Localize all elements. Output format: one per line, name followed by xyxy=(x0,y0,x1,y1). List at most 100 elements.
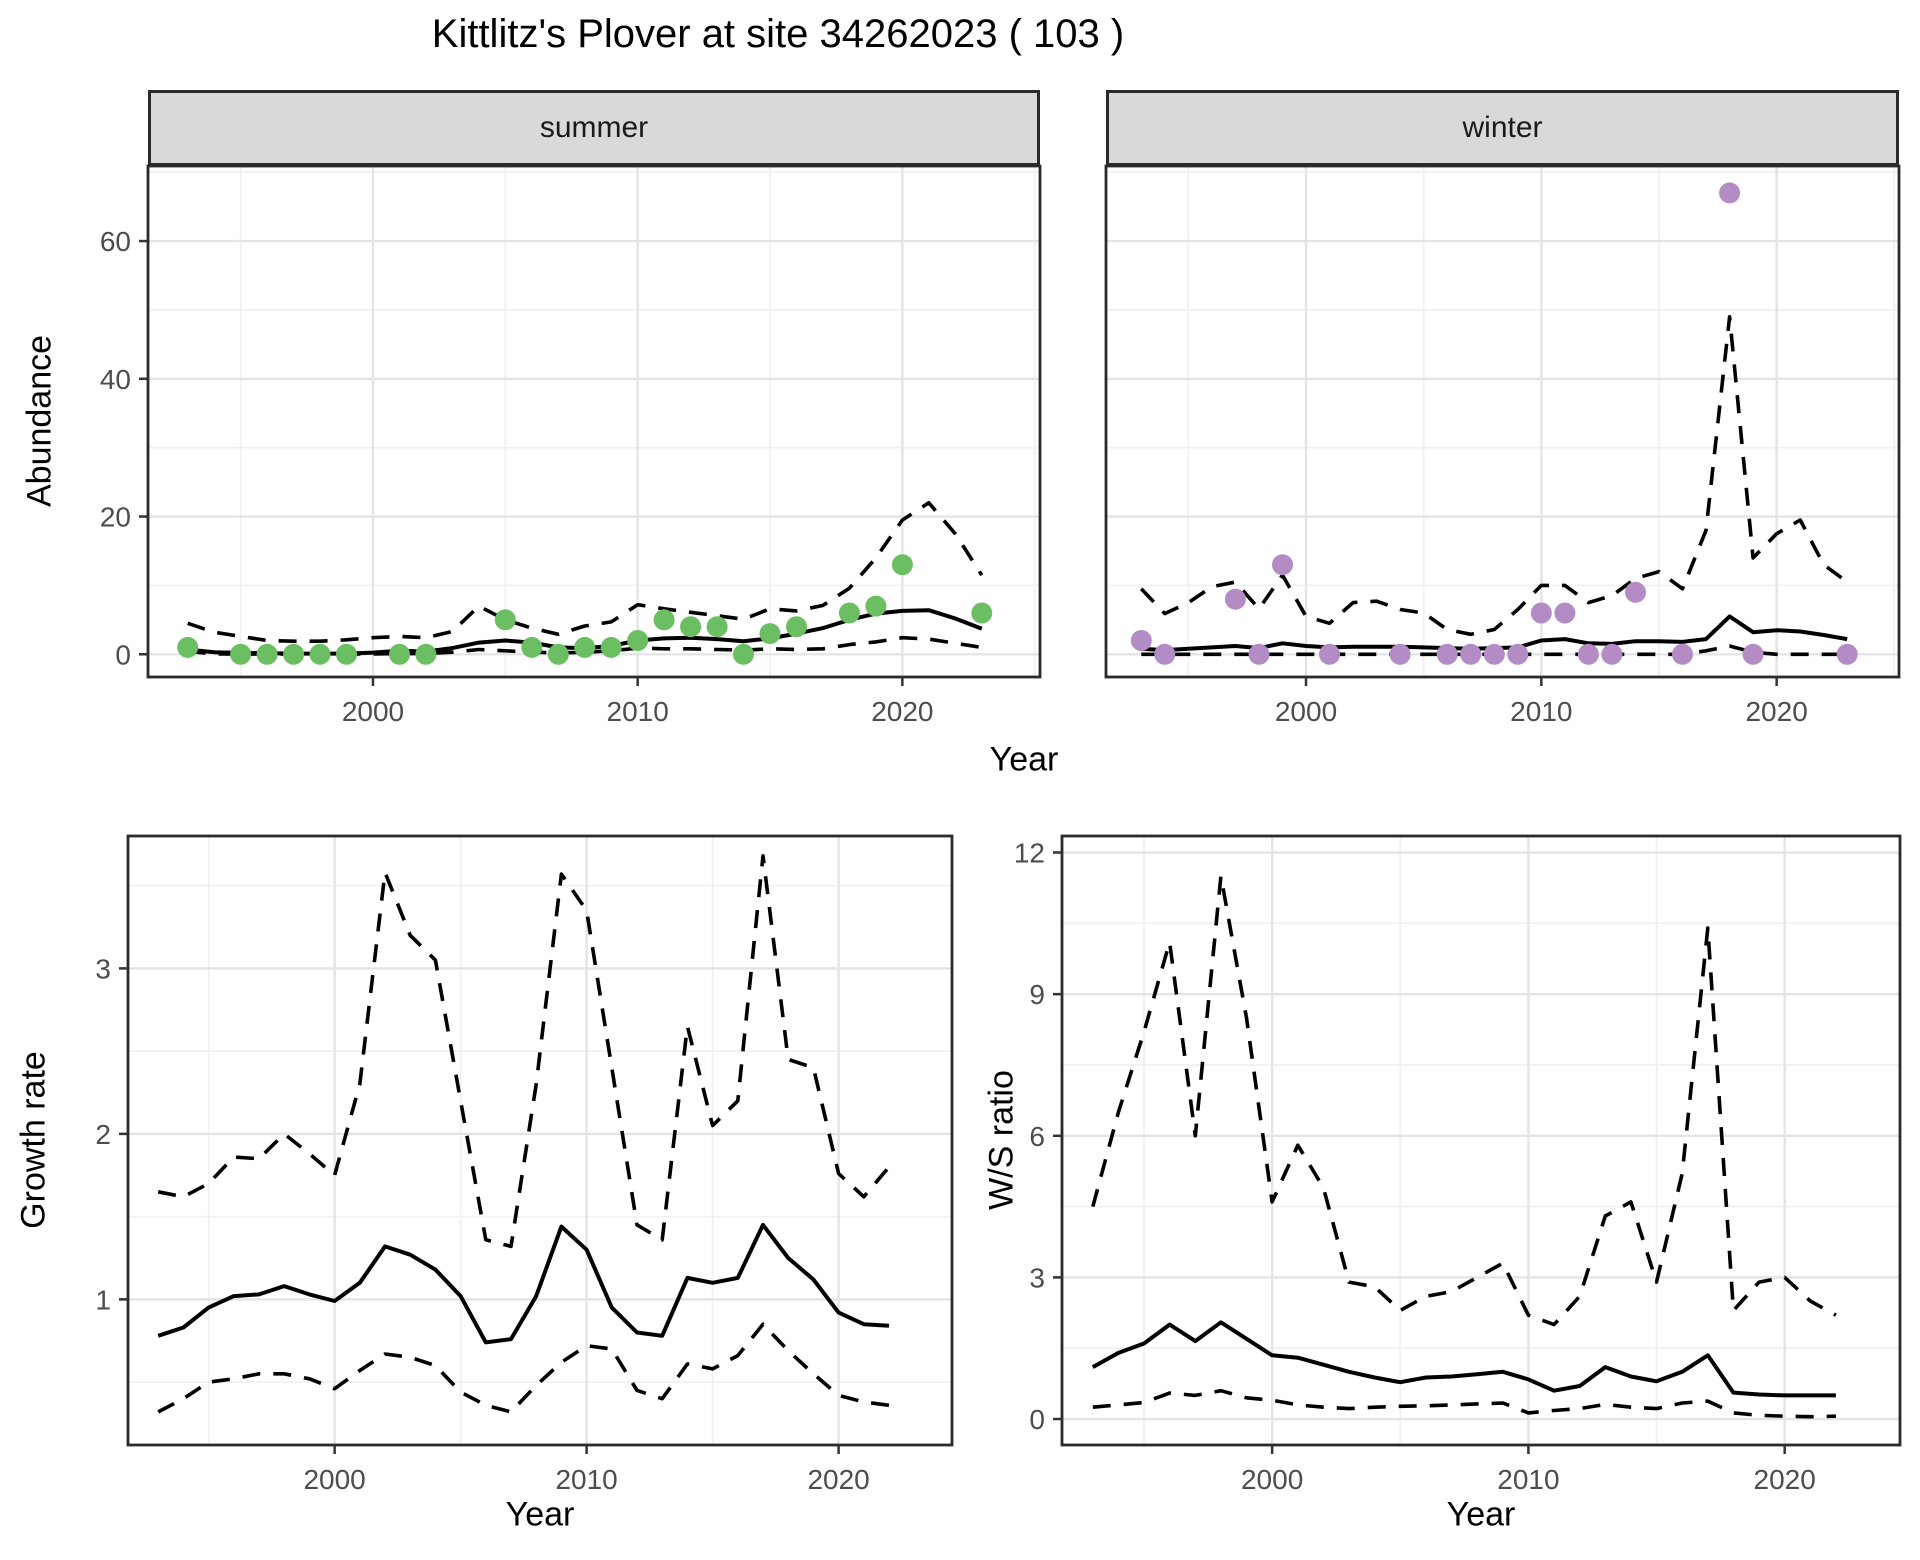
y-tick-label: 6 xyxy=(1029,1121,1045,1152)
data-point xyxy=(1483,643,1505,665)
panel-border xyxy=(1104,164,1901,679)
panel-border xyxy=(146,164,1042,679)
data-point xyxy=(1319,643,1340,665)
upper-ci-line xyxy=(1139,315,1849,637)
x-tick-label: 2020 xyxy=(1754,1464,1816,1495)
y-tick-label: 0 xyxy=(115,639,131,670)
y-tick-label: 60 xyxy=(100,226,131,257)
x-tick-label: 2010 xyxy=(555,1464,617,1495)
data-point xyxy=(1554,602,1576,624)
y-tick-label: 12 xyxy=(1014,838,1045,869)
facet-strip-summer-label: summer xyxy=(539,111,649,144)
x-tick-label: 2020 xyxy=(807,1464,869,1495)
data-point xyxy=(1577,643,1599,665)
data-point xyxy=(177,636,199,658)
gridlines-minor xyxy=(1062,836,1900,1445)
data-point xyxy=(230,643,252,665)
gridlines-minor xyxy=(148,166,1040,677)
axis-ticks: 2000 2010 2020 0 3 6 9 12 xyxy=(1014,838,1816,1495)
gridlines-minor xyxy=(128,836,952,1445)
data-point xyxy=(1248,643,1270,665)
y-tick-label: 1 xyxy=(95,1284,111,1315)
observation-points xyxy=(1130,182,1858,665)
data-point xyxy=(627,630,649,651)
facet-strip-winter-label: winter xyxy=(1462,111,1543,144)
data-point xyxy=(1389,643,1411,665)
abundance-summer-panel: 2000 2010 2020 0 20 40 60 xyxy=(100,164,1042,727)
data-point xyxy=(891,554,913,576)
data-point xyxy=(256,643,278,665)
x-tick-label: 2000 xyxy=(1275,696,1337,727)
panel-border xyxy=(1060,834,1902,1447)
y-tick-label: 20 xyxy=(100,502,131,533)
data-point xyxy=(1836,643,1858,665)
upper-ci-line xyxy=(1091,874,1837,1327)
data-point xyxy=(1272,554,1293,576)
plot-title: Kittlitz's Plover at site 34262023 ( 103… xyxy=(431,12,1125,56)
axis-ticks: 2000 2010 2020 1 2 3 xyxy=(95,953,869,1495)
y-tick-label: 3 xyxy=(1029,1262,1045,1293)
data-point xyxy=(600,636,622,658)
axis-ticks: 2000 2010 2020 0 20 40 60 xyxy=(100,226,934,727)
data-point xyxy=(680,616,702,638)
data-point xyxy=(1719,182,1741,204)
data-point xyxy=(971,602,993,624)
observation-points xyxy=(177,554,993,665)
data-point xyxy=(389,643,410,665)
data-point xyxy=(574,636,596,658)
axis-ticks: 2000 2010 2020 xyxy=(1275,677,1808,727)
x-tick-label: 2000 xyxy=(342,696,404,727)
data-point xyxy=(1130,630,1152,651)
lower-ci-line xyxy=(1092,1388,1836,1419)
data-point xyxy=(1601,643,1623,665)
facet-strip-summer: summer xyxy=(148,90,1040,166)
data-point xyxy=(494,609,516,631)
growth-rate-panel: 2000 2010 2020 1 2 3 xyxy=(95,834,954,1495)
lower-ci-line xyxy=(157,1322,890,1414)
data-point xyxy=(1672,643,1693,665)
data-point xyxy=(1436,643,1458,665)
facet-strip-winter: winter xyxy=(1106,90,1899,166)
gridlines-major xyxy=(1062,836,1900,1445)
data-point xyxy=(865,595,887,617)
x-tick-label: 2000 xyxy=(303,1464,365,1495)
y-tick-label: 3 xyxy=(95,953,111,984)
y-tick-label: 40 xyxy=(100,364,131,395)
y-tick-label: 9 xyxy=(1029,979,1045,1010)
data-point xyxy=(415,643,437,665)
fit-line xyxy=(1091,1320,1836,1398)
x-tick-label: 2010 xyxy=(1510,696,1572,727)
data-point xyxy=(838,602,860,624)
gridlines-major xyxy=(128,836,952,1445)
data-point xyxy=(1742,643,1764,665)
data-point xyxy=(336,643,357,665)
ws-ratio-panel: 2000 2010 2020 0 3 6 9 12 xyxy=(1014,834,1902,1495)
data-point xyxy=(521,636,543,658)
fit-line xyxy=(157,1222,890,1345)
data-point xyxy=(309,643,331,665)
data-point xyxy=(1460,643,1482,665)
x-tick-label: 2000 xyxy=(1241,1464,1303,1495)
year-axis-title-top: Year xyxy=(989,740,1059,779)
y-tick-label: 2 xyxy=(95,1119,111,1150)
data-point xyxy=(1507,643,1529,665)
data-point xyxy=(759,623,781,645)
upper-ci-line xyxy=(157,854,891,1249)
x-tick-label: 2010 xyxy=(607,696,669,727)
x-tick-label: 2010 xyxy=(1497,1464,1559,1495)
data-point xyxy=(706,616,728,638)
data-point xyxy=(283,643,305,665)
data-point xyxy=(1154,643,1176,665)
gridlines-minor xyxy=(1106,166,1899,677)
abundance-winter-panel: 2000 2010 2020 xyxy=(1104,164,1901,727)
data-point xyxy=(547,643,569,665)
x-tick-label: 2020 xyxy=(871,696,933,727)
y-tick-label: 0 xyxy=(1029,1404,1045,1435)
data-point xyxy=(733,643,754,665)
data-point xyxy=(1625,581,1646,603)
x-tick-label: 2020 xyxy=(1745,696,1807,727)
upper-ci-line xyxy=(187,500,984,644)
data-point xyxy=(653,609,675,631)
year-axis-title-bottom-right: Year xyxy=(1446,1495,1516,1534)
